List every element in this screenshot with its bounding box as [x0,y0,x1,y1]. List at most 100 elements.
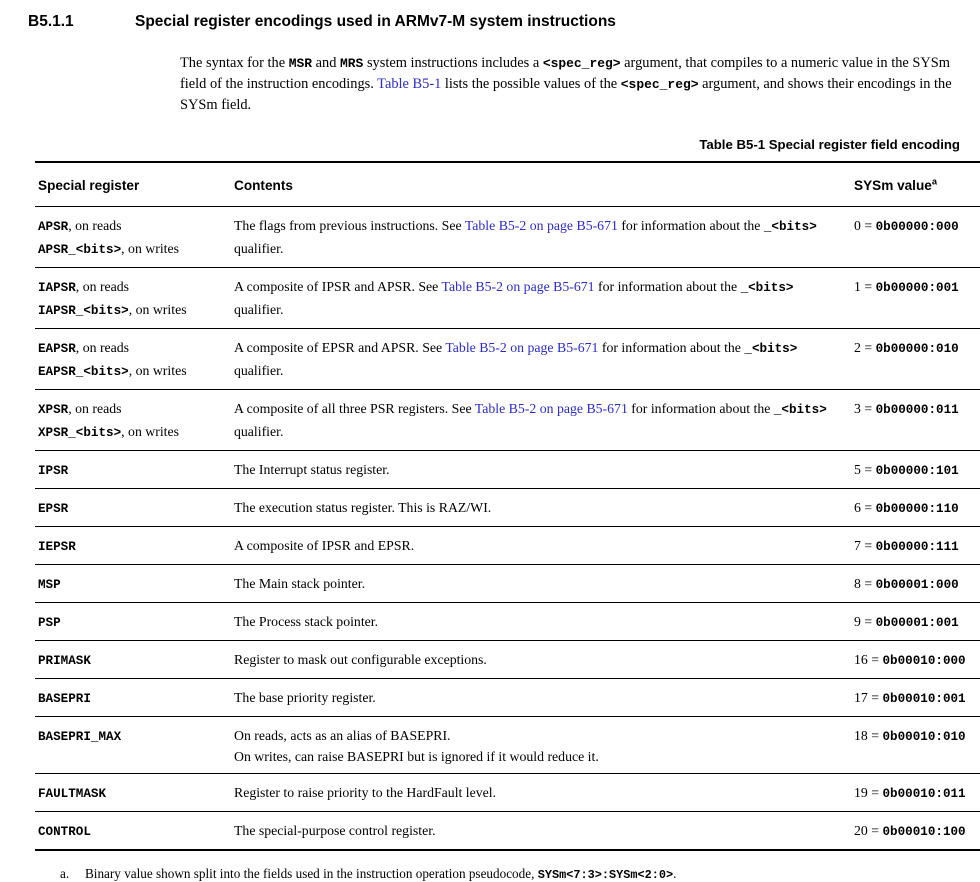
footnote-text: Binary value shown split into the fields… [85,864,676,882]
register-cell: PSP [35,602,231,641]
code-text: APSR [38,220,69,234]
cross-reference-link[interactable]: Table B5-2 on page B5-671 [441,279,595,294]
text-run: argument, and shows their encodings in t… [180,76,952,113]
text-run: for information about the [617,218,764,233]
section-number: B5.1.1 [28,13,74,30]
code-text: PRIMASK [38,654,91,668]
contents-cell: The Main stack pointer. [231,564,851,603]
text-run: The execution status register. This is R… [234,500,492,515]
text-run: 20 = [854,823,883,838]
code-text: IAPSR [38,281,76,295]
sysm-value-cell: 20 = 0b00010:100 [851,812,980,851]
code-text: IEPSR [38,540,76,554]
text-run: lists the possible values of the [441,76,621,92]
code-text: <spec_reg> [620,77,699,92]
text-run: A composite of all three PSR registers. … [234,401,475,416]
sysm-value-cell: 3 = 0b00000:011 [851,389,980,451]
sysm-value-cell: 17 = 0b00010:001 [851,678,980,717]
intro-paragraph: The syntax for the MSR and MRS system in… [180,53,962,116]
text-run: The base priority register. [234,690,376,705]
code-text: BASEPRI_MAX [38,730,122,744]
text-run: The Process stack pointer. [234,614,379,629]
text-run: , on reads [75,340,130,355]
code-text: IPSR [38,464,69,478]
register-cell: MSP [35,564,231,603]
text-run: 5 = [854,462,876,477]
code-text: <spec_reg> [542,56,621,71]
text-run: , on writes [128,302,187,317]
code-text: 0b00001:000 [875,578,959,592]
table-body: APSR, on reads APSR_<bits>, on writes The … [35,206,980,851]
table-row: IPSR The Interrupt status register. 5 = 0b… [35,450,980,489]
text-run: 7 = [854,538,876,553]
code-text: CONTROL [38,825,91,839]
code-text: PSP [38,616,61,630]
table-row: PRIMASK Register to mask out configurable… [35,640,980,679]
table-row: IAPSR, on reads IAPSR_<bits>, on writes A … [35,267,980,329]
text-run: Register to raise priority to the HardFa… [234,785,497,800]
code-text: EAPSR_<bits> [38,365,129,379]
text-run: , on writes [121,424,180,439]
code-text: 0b00010:100 [882,825,966,839]
contents-cell: Register to raise priority to the HardFa… [231,773,851,812]
text-run: argument, that compiles to a numeric val… [180,55,950,92]
contents-cell: A composite of IPSR and APSR. See Table … [231,267,851,329]
register-cell: EAPSR, on reads EAPSR_<bits>, on writes [35,328,231,390]
register-cell: IEPSR [35,526,231,565]
text-run: 6 = [854,500,876,515]
text-run: qualifier. [234,424,284,439]
register-cell: BASEPRI [35,678,231,717]
table-row: CONTROL The special-purpose control regis… [35,812,980,851]
text-run: 2 = [854,340,876,355]
text-run: . [673,866,677,881]
section-title: Special register encodings used in ARMv7… [135,13,616,30]
text-run: 3 = [854,401,876,416]
code-text: 0b00010:000 [882,654,966,668]
table-row: EPSR The execution status register. This … [35,488,980,527]
text-run: for information about the [627,401,774,416]
contents-cell: The special-purpose control register. [231,812,851,851]
table-row: MSP The Main stack pointer. 8 = 0b00001:00… [35,564,980,603]
text-run: The Main stack pointer. [234,576,366,591]
table-row: EAPSR, on reads EAPSR_<bits>, on writes A … [35,328,980,390]
contents-cell: A composite of all three PSR registers. … [231,389,851,451]
table-caption: Table B5-1 Special register field encodi… [699,137,960,152]
sysm-value-cell: 6 = 0b00000:110 [851,488,980,527]
code-text: 0b00000:001 [875,281,959,295]
footnote-ref: a [931,176,937,187]
text-run: qualifier. [234,241,284,256]
section-heading: B5.1.1 Special register encodings used i… [0,0,980,31]
contents-cell: The base priority register. [231,678,851,717]
text-run: 0 = [854,218,876,233]
text-run: The syntax for the [180,55,289,71]
sysm-value-cell: 5 = 0b00000:101 [851,450,980,489]
code-text: _<bits> [763,220,817,234]
register-cell: FAULTMASK [35,773,231,812]
sysm-value-cell: 0 = 0b00000:000 [851,206,980,268]
contents-cell: The flags from previous instructions. Se… [231,206,851,268]
code-text: _<bits> [744,342,798,356]
register-cell: BASEPRI_MAX [35,716,231,774]
register-cell: CONTROL [35,812,231,851]
contents-cell: The execution status register. This is R… [231,488,851,527]
cross-reference-link[interactable]: Table B5-2 on page B5-671 [474,401,628,416]
register-cell: EPSR [35,488,231,527]
cross-reference-link[interactable]: Table B5-2 on page B5-671 [464,218,618,233]
cross-reference-link[interactable]: Table B5-1 [377,76,442,92]
cross-reference-link[interactable]: Table B5-2 on page B5-671 [445,340,599,355]
sysm-value-cell: 16 = 0b00010:000 [851,640,980,679]
code-text: MRS [340,56,364,71]
text-run: 9 = [854,614,876,629]
contents-cell: The Interrupt status register. [231,450,851,489]
text-run: 1 = [854,279,876,294]
code-text: 0b00000:110 [875,502,959,516]
code-text: 0b00010:011 [882,787,966,801]
table-row: PSP The Process stack pointer. 9 = 0b00001… [35,602,980,641]
text-run: A composite of IPSR and APSR. See [234,279,442,294]
text-run: 18 = [854,728,883,743]
text-run: for information about the [598,340,745,355]
register-cell: IPSR [35,450,231,489]
register-cell: PRIMASK [35,640,231,679]
code-text: 0b00000:111 [875,540,959,554]
